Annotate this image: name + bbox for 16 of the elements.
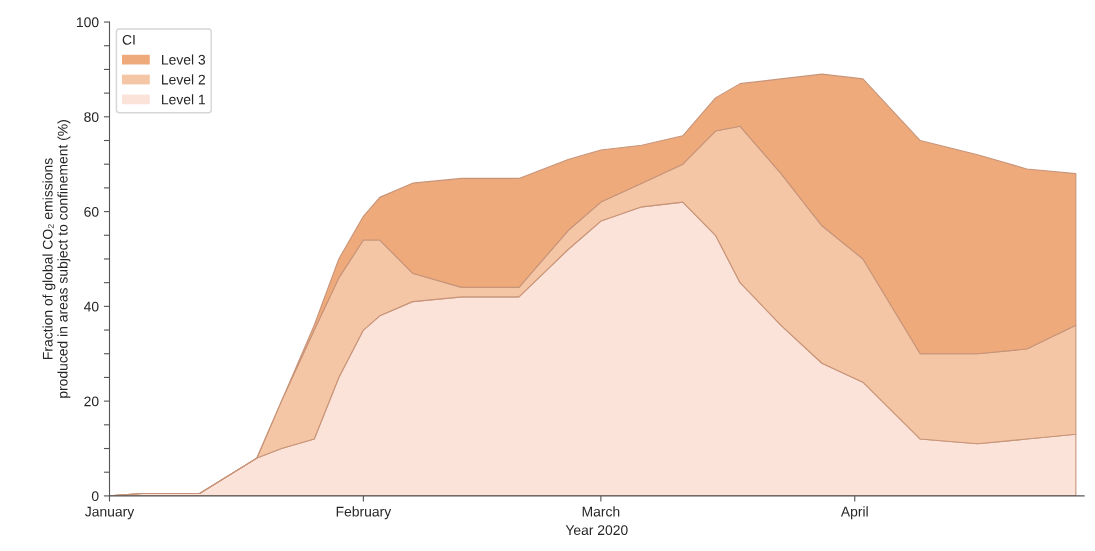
y-tick-label: 60 bbox=[84, 206, 99, 217]
x-tick-label: March bbox=[582, 506, 620, 517]
x-axis-title: Year 2020 bbox=[565, 525, 628, 536]
y-tick-label: 80 bbox=[84, 112, 99, 122]
x-tick-label: January bbox=[85, 506, 135, 520]
legend-label: Level 3 bbox=[162, 54, 206, 65]
y-tick-label: 100 bbox=[76, 17, 99, 28]
y-tick-label: 40 bbox=[83, 301, 99, 312]
y-tick-label: 20 bbox=[84, 396, 99, 407]
legend-title: CI bbox=[122, 34, 135, 45]
x-tick-label: April bbox=[840, 506, 868, 520]
legend-label: Level 1 bbox=[162, 94, 205, 105]
x-tick-label: February bbox=[336, 506, 392, 520]
y-tick-label: 0 bbox=[91, 491, 99, 502]
legend-label: Level 2 bbox=[162, 74, 205, 85]
y-axis-title: Fraction of global CO₂ emissions produced in areas subject to confinement (%) bbox=[42, 120, 71, 398]
